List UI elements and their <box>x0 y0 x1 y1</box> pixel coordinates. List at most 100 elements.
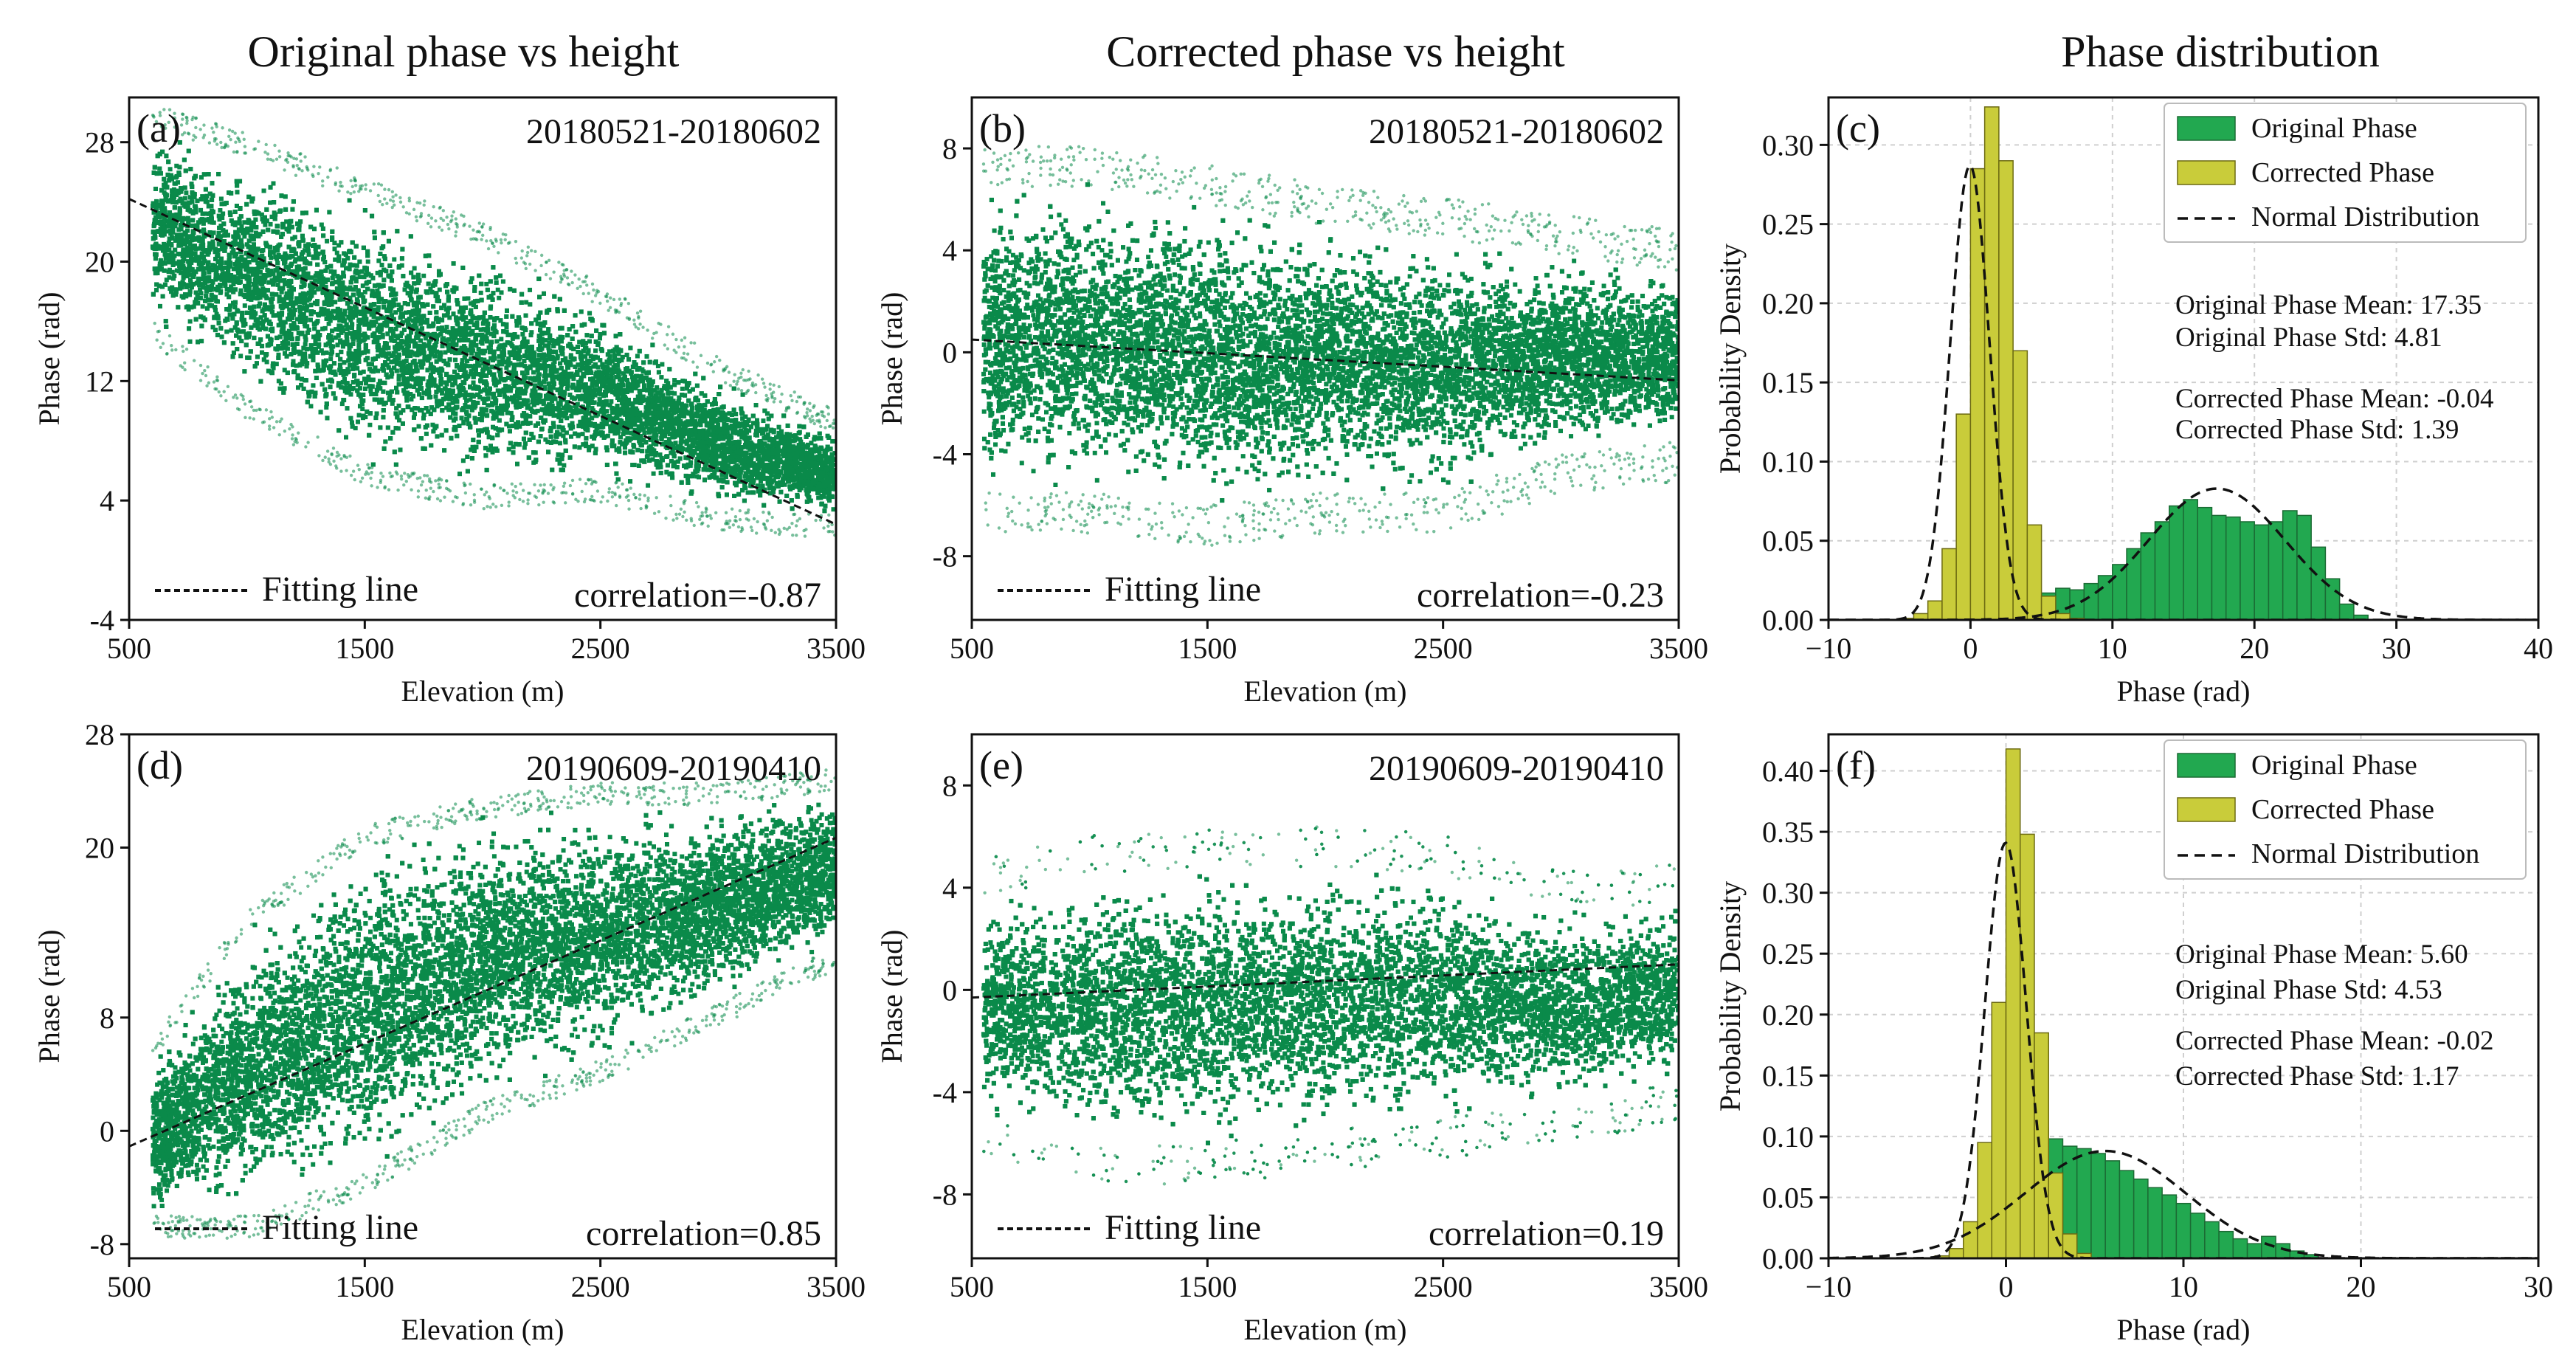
scatter-point <box>231 266 236 272</box>
scatter-point <box>611 379 616 384</box>
scatter-point <box>598 358 603 363</box>
scatter-point <box>610 367 615 372</box>
scatter-point <box>303 342 308 347</box>
scatter-point <box>552 359 557 365</box>
scatter-point <box>168 167 173 172</box>
scatter-point <box>410 318 415 323</box>
scatter-point <box>495 287 500 292</box>
scatter-point <box>385 375 390 380</box>
scatter-point <box>542 338 548 343</box>
scatter-point <box>181 215 186 221</box>
scatter-point <box>758 479 763 484</box>
scatter-point <box>348 300 353 305</box>
scatter-point <box>445 309 450 314</box>
scatter-point <box>176 180 181 185</box>
scatter-point <box>832 451 836 456</box>
scatter-point <box>770 455 776 460</box>
scatter-point <box>663 403 668 408</box>
scatter-point <box>479 418 484 423</box>
scatter-point <box>579 375 584 380</box>
scatter-point <box>396 307 401 312</box>
scatter-point <box>453 315 458 320</box>
scatter-point <box>367 279 372 284</box>
scatter-point <box>284 219 289 224</box>
scatter-point <box>795 466 800 471</box>
scatter-point <box>447 315 452 320</box>
scatter-point <box>227 190 232 195</box>
scatter-point <box>173 181 178 186</box>
scatter-point <box>444 325 449 330</box>
scatter-point <box>638 410 643 415</box>
scatter-point <box>409 372 414 377</box>
scatter-point <box>593 348 598 354</box>
scatter-point <box>218 196 224 201</box>
scatter-point <box>187 339 193 344</box>
scatter-point <box>672 391 677 396</box>
scatter-point <box>556 404 561 410</box>
scatter-point <box>218 208 223 213</box>
scatter-point <box>232 311 237 317</box>
scatter-point <box>716 422 721 427</box>
scatter-point <box>443 307 449 312</box>
scatter-point <box>211 230 216 235</box>
scatter-point <box>630 463 635 468</box>
scatter-point <box>462 338 467 343</box>
scatter-point <box>344 435 349 440</box>
scatter-point <box>677 413 682 418</box>
scatter-point <box>303 292 308 297</box>
scatter-point <box>291 322 297 327</box>
scatter-point <box>525 405 530 410</box>
scatter-point <box>170 230 176 235</box>
scatter-point <box>607 349 612 354</box>
scatter-point <box>747 428 752 433</box>
scatter-point <box>798 437 803 442</box>
scatter-point <box>356 413 362 418</box>
scatter-point <box>560 358 565 363</box>
scatter-point <box>347 198 352 203</box>
scatter-point <box>644 424 649 430</box>
scatter-point <box>673 441 678 446</box>
scatter-point <box>356 343 362 348</box>
scatter-point <box>711 425 716 430</box>
scatter-point <box>349 420 354 425</box>
scatter-point <box>259 212 264 217</box>
scatter-point <box>529 330 534 335</box>
scatter-point <box>463 390 468 395</box>
scatter-point <box>478 290 483 295</box>
scatter-point <box>466 325 472 331</box>
scatter-point <box>404 398 410 403</box>
scatter-point <box>333 257 338 262</box>
scatter-point <box>275 248 280 253</box>
scatter-point <box>396 347 401 352</box>
scatter-point <box>394 354 399 359</box>
scatter-point <box>469 301 474 306</box>
scatter-point <box>499 337 504 342</box>
scatter-point <box>557 390 562 396</box>
scatter-point <box>831 507 836 512</box>
scatter-point <box>353 279 359 284</box>
scatter-point <box>570 421 575 426</box>
scatter-point <box>543 437 548 442</box>
scatter-point <box>605 433 610 438</box>
scatter-point <box>567 423 573 428</box>
scatter-point <box>520 331 525 337</box>
scatter-point <box>514 345 519 350</box>
scatter-point <box>571 376 576 382</box>
scatter-point <box>499 376 504 382</box>
scatter-point <box>635 354 640 359</box>
scatter-point <box>641 387 646 393</box>
scatter-point <box>242 234 247 239</box>
scatter-point <box>545 373 550 378</box>
scatter-point <box>351 379 356 385</box>
scatter-point <box>255 260 260 265</box>
scatter-point <box>460 458 466 463</box>
scatter-point <box>264 359 269 365</box>
scatter-point <box>399 263 404 268</box>
scatter-point <box>361 295 366 300</box>
scatter-point <box>295 385 300 390</box>
scatter-point <box>483 334 488 339</box>
scatter-point <box>416 424 421 429</box>
scatter-point <box>504 325 509 330</box>
scatter-point <box>747 435 752 441</box>
